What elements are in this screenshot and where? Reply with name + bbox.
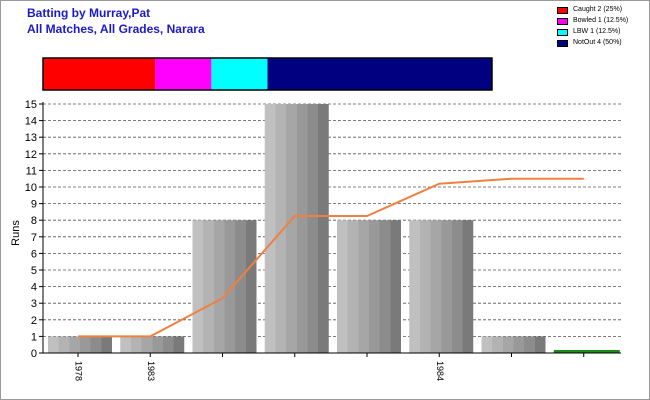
average-line bbox=[78, 177, 584, 338]
y-tick-label: 13 bbox=[25, 132, 37, 144]
legend-label-caught: Caught 2 (25%) bbox=[573, 6, 623, 13]
legend-label-bowled: Bowled 1 (12.5%) bbox=[573, 17, 629, 24]
y-tick-label: 4 bbox=[31, 282, 37, 294]
innings-bar bbox=[48, 336, 112, 353]
y-tick-label: 1 bbox=[31, 331, 37, 343]
y-tick-label: 15 bbox=[25, 99, 37, 111]
legend-label-lbw: LBW 1 (12.5%) bbox=[573, 28, 621, 35]
legend-item-lbw: LBW 1 (12.5%) bbox=[555, 27, 645, 38]
y-tick-label: 3 bbox=[31, 298, 37, 310]
y-tick-label: 6 bbox=[31, 248, 37, 260]
innings-bar bbox=[481, 336, 546, 353]
x-tick-label: 1978 bbox=[74, 361, 84, 381]
innings-bar bbox=[120, 336, 185, 353]
dismissal-strip bbox=[42, 57, 493, 91]
innings-bar bbox=[409, 220, 474, 353]
average-line-layer bbox=[78, 177, 584, 338]
y-tick-label: 5 bbox=[31, 265, 37, 277]
y-tick-label: 14 bbox=[25, 116, 37, 128]
legend-label-notout: NotOut 4 (50%) bbox=[573, 39, 622, 46]
y-tick-label: 2 bbox=[31, 315, 37, 327]
strip-border bbox=[42, 57, 493, 91]
legend-swatch-lbw bbox=[557, 29, 568, 36]
legend-item-caught: Caught 2 (25%) bbox=[555, 5, 645, 16]
y-tick-label: 11 bbox=[26, 165, 37, 177]
innings-bar bbox=[337, 220, 401, 353]
innings-bar bbox=[553, 350, 620, 353]
strip-segment-lbw bbox=[211, 58, 268, 90]
y-tick-label: 0 bbox=[31, 348, 37, 360]
legend: Caught 2 (25%) Bowled 1 (12.5%) LBW 1 (1… bbox=[555, 5, 645, 49]
legend-swatch-bowled bbox=[557, 18, 568, 25]
x-tick-label: 1983 bbox=[146, 361, 156, 381]
y-axis-label: Runs bbox=[10, 220, 22, 246]
chart-subtitle: All Matches, All Grades, Narara bbox=[27, 22, 205, 36]
y-tick-label: 7 bbox=[31, 232, 37, 244]
strip-segment-bowled bbox=[155, 58, 212, 90]
bars bbox=[48, 104, 620, 353]
x-tick-label: 1984 bbox=[435, 361, 445, 381]
legend-swatch-notout bbox=[557, 40, 568, 47]
strip-segment-caught bbox=[43, 58, 156, 90]
gridlines bbox=[43, 103, 621, 337]
legend-item-bowled: Bowled 1 (12.5%) bbox=[555, 16, 645, 27]
legend-item-notout: NotOut 4 (50%) bbox=[555, 38, 645, 49]
y-tick-label: 8 bbox=[31, 215, 37, 227]
y-tick-label: 9 bbox=[31, 199, 37, 211]
y-tick-label: 12 bbox=[25, 149, 37, 161]
chart-title: Batting by Murray,Pat bbox=[27, 6, 151, 20]
innings-bar bbox=[264, 104, 329, 353]
strip-segment-notout bbox=[267, 58, 492, 90]
y-tick-label: 10 bbox=[25, 182, 37, 194]
legend-swatch-caught bbox=[557, 7, 568, 14]
innings-bar bbox=[192, 220, 257, 353]
